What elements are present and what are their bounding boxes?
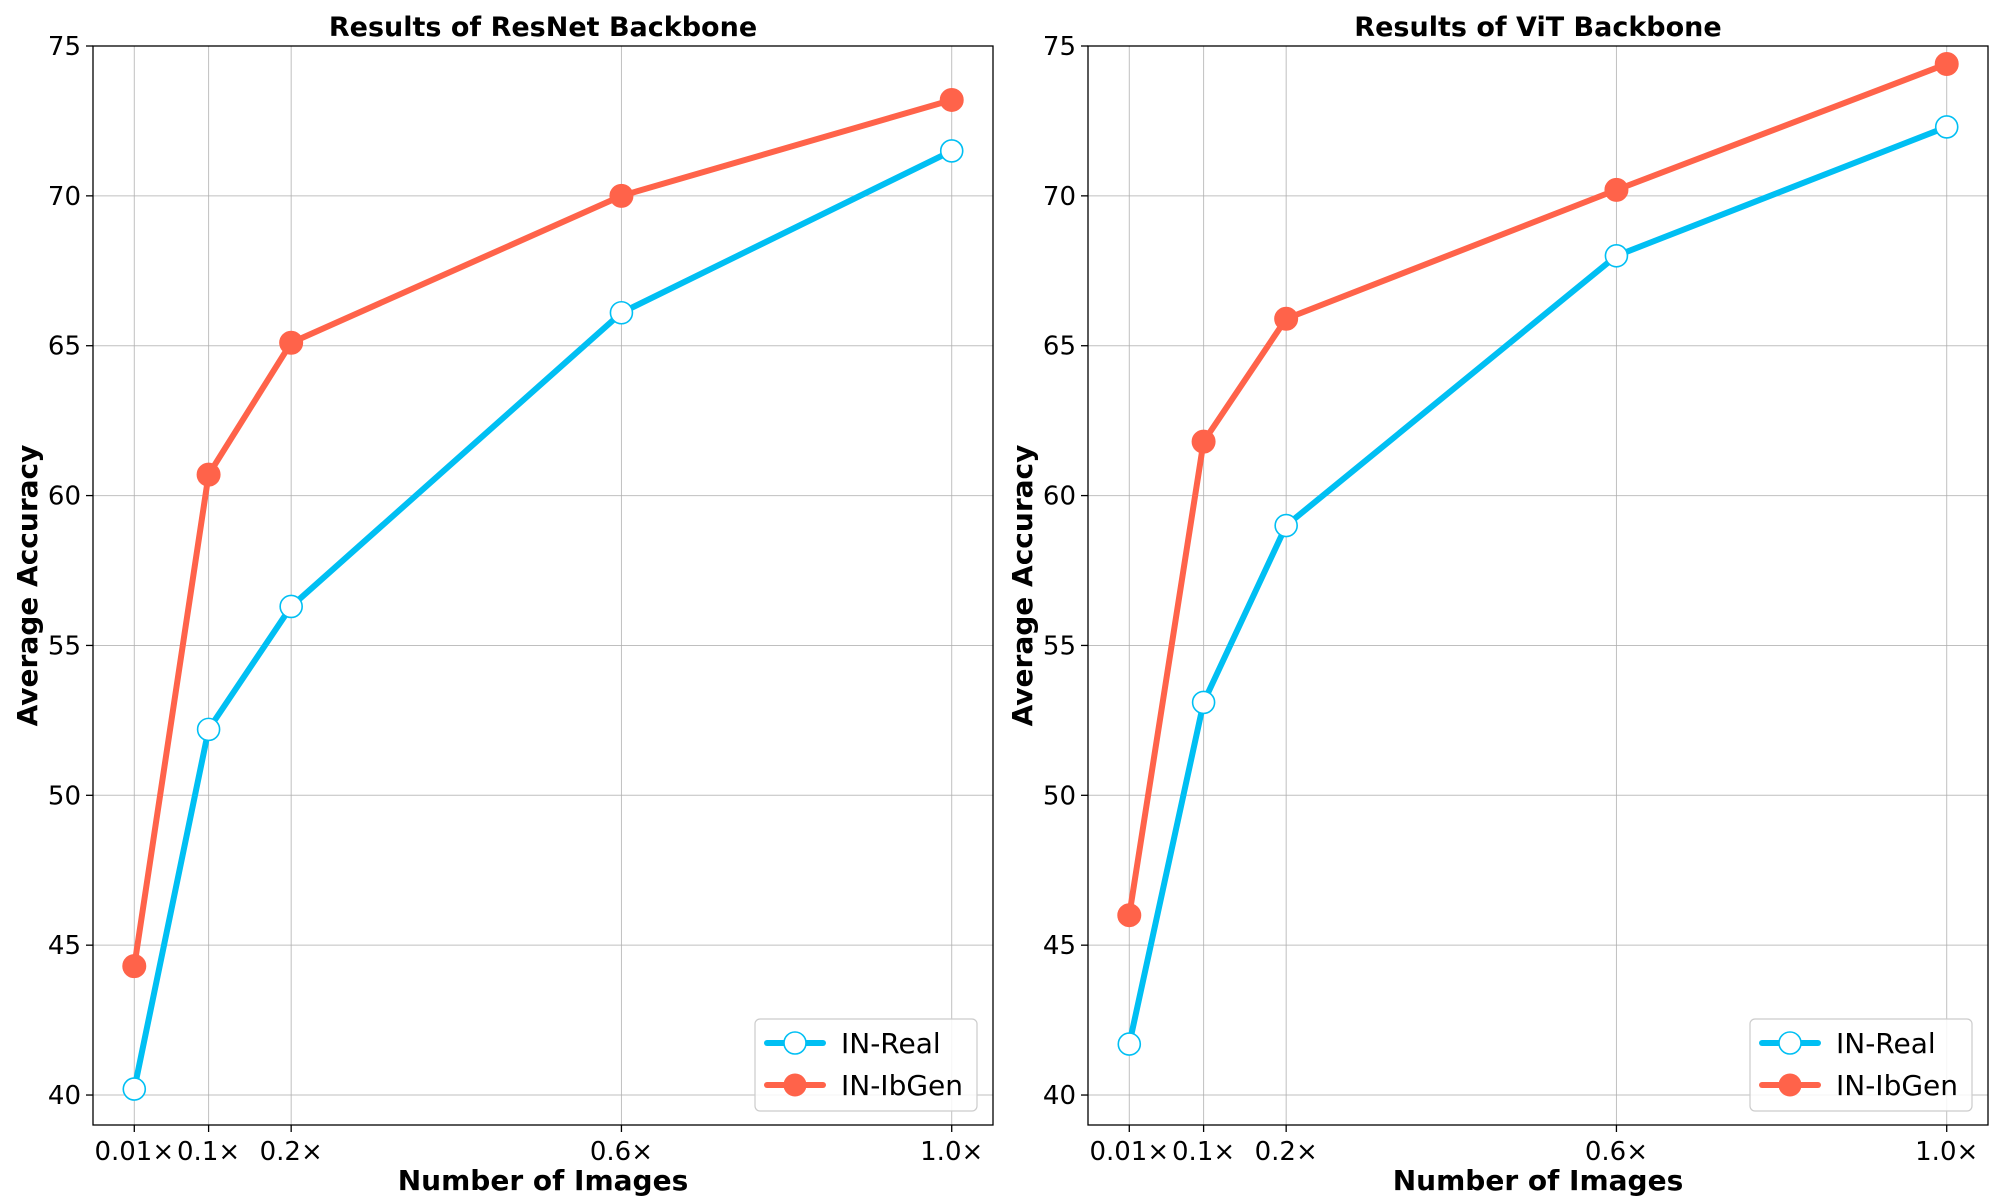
resnet-legend-label-in-ibgen: IN-IbGen (841, 1069, 963, 1102)
resnet-y-tick-label: 65 (48, 332, 81, 362)
vit-point-in-real (1117, 1032, 1142, 1056)
vit-point-in-real (1604, 244, 1629, 268)
resnet-y-tick-label: 50 (48, 781, 81, 811)
vit-x-tick-label: 0.6× (1585, 1137, 1648, 1167)
resnet-y-axis-label: Average Accuracy (11, 445, 44, 727)
resnet-point-in-ibgen (196, 462, 221, 487)
vit-plot-area (1088, 46, 1988, 1125)
resnet-y-tick-label: 55 (48, 631, 81, 661)
vit-y-tick-label: 70 (1043, 182, 1076, 212)
vit-plot-frame (1087, 45, 1989, 1126)
resnet-point-in-real (939, 139, 964, 163)
vit-x-tick-label: 0.2× (1255, 1137, 1318, 1167)
vit-chart-panel: 40 45 50 55 60 65 70 75 0.01× 0.1× 0.2× 0.6× 1.0× Res… (1006, 12, 1989, 1197)
resnet-point-in-ibgen (122, 954, 147, 979)
vit-legend-label-in-real: IN-Real (1836, 1027, 1936, 1060)
vit-chart-title: Results of ViT Backbone (1354, 12, 1721, 43)
resnet-y-tick-label: 75 (48, 32, 81, 62)
resnet-point-in-real (279, 594, 303, 619)
resnet-point-in-ibgen (279, 330, 304, 355)
vit-x-axis-label: Number of Images (1393, 1164, 1684, 1197)
vit-point-in-ibgen (1191, 429, 1216, 454)
resnet-x-tick-label: 0.2× (260, 1137, 323, 1167)
resnet-y-tick-label: 60 (48, 482, 81, 512)
resnet-y-tick-label: 45 (48, 931, 81, 961)
resnet-chart-title: Results of ResNet Backbone (329, 12, 757, 43)
vit-x-tick-label: 0.01× (1089, 1137, 1169, 1167)
resnet-point-in-real (196, 717, 221, 742)
resnet-y-tick-label: 40 (48, 1081, 81, 1111)
resnet-point-in-real (609, 300, 634, 325)
vit-legend-marker-in-real (1778, 1031, 1802, 1055)
vit-y-tick-label: 50 (1043, 781, 1076, 811)
vit-y-axis-label: Average Accuracy (1006, 445, 1039, 727)
vit-y-tick-label: 55 (1043, 631, 1076, 661)
resnet-x-tick-label: 0.6× (590, 1137, 653, 1167)
vit-y-tick-label: 45 (1043, 931, 1076, 961)
vit-point-in-real (1274, 513, 1298, 538)
resnet-x-tick-label: 0.01× (94, 1137, 174, 1167)
resnet-chart-panel: 40 45 50 55 60 65 70 75 0.01× 0.1× 0.2× 0.6× 1.0× Res… (11, 12, 994, 1197)
resnet-point-in-ibgen (939, 87, 964, 112)
vit-y-tick-label: 65 (1043, 332, 1076, 362)
resnet-legend-marker-in-ibgen (783, 1073, 807, 1097)
vit-legend-label-in-ibgen: IN-IbGen (1836, 1069, 1958, 1102)
vit-y-tick-label: 40 (1043, 1081, 1076, 1111)
resnet-point-in-ibgen (609, 183, 634, 208)
vit-y-tick-label: 75 (1043, 32, 1076, 62)
vit-y-tick-label: 60 (1043, 482, 1076, 512)
vit-point-in-real (1934, 115, 1959, 139)
vit-point-in-ibgen (1934, 51, 1959, 76)
resnet-x-axis-label: Number of Images (398, 1164, 689, 1197)
resnet-x-tick-label: 0.1× (177, 1137, 240, 1167)
vit-point-in-ibgen (1604, 177, 1629, 202)
vit-legend-marker-in-ibgen (1778, 1073, 1802, 1097)
resnet-x-tick-label: 1.0× (920, 1137, 983, 1167)
resnet-point-in-real (122, 1077, 147, 1101)
resnet-y-tick-label: 70 (48, 182, 81, 212)
vit-point-in-real (1191, 690, 1216, 715)
resnet-legend-label-in-real: IN-Real (841, 1027, 941, 1060)
resnet-plot-area (93, 46, 993, 1125)
vit-point-in-ibgen (1274, 306, 1299, 331)
vit-x-tick-label: 1.0× (1915, 1137, 1978, 1167)
resnet-plot-frame (92, 45, 994, 1126)
vit-point-in-ibgen (1117, 903, 1142, 928)
resnet-legend-marker-in-real (783, 1031, 807, 1055)
vit-x-tick-label: 0.1× (1172, 1137, 1235, 1167)
